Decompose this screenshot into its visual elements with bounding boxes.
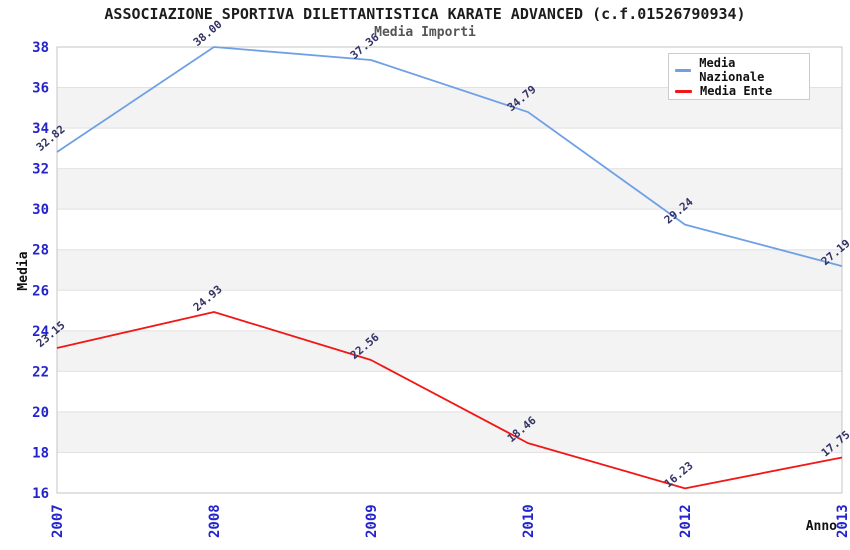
plot-band	[57, 330, 842, 372]
y-tick-label: 30	[32, 202, 49, 218]
y-tick-label: 34	[32, 121, 49, 137]
point-label: 16.23	[662, 459, 696, 490]
y-tick-label: 16	[32, 486, 49, 502]
chart-title: ASSOCIAZIONE SPORTIVA DILETTANTISTICA KA…	[104, 5, 746, 23]
legend-swatch-media-nazionale-icon	[675, 68, 692, 72]
plot-band	[57, 168, 842, 210]
y-tick-label: 36	[32, 81, 49, 97]
y-tick-label: 24	[32, 324, 49, 340]
x-tick-label: 2012	[678, 504, 694, 538]
x-tick-label: 2007	[50, 504, 66, 538]
y-tick-label: 18	[32, 445, 49, 461]
legend-swatch-media-ente-icon	[675, 89, 692, 93]
legend-label-media-nazionale: Media Nazionale	[699, 56, 765, 84]
point-label: 37.36	[348, 30, 382, 61]
x-axis-title: Anno	[806, 519, 837, 534]
legend: Media Nazionale Media Ente	[668, 53, 810, 100]
plot-band	[57, 249, 842, 291]
y-axis-title: Media	[16, 251, 31, 290]
y-tick-label: 20	[32, 405, 49, 421]
line-media-ente	[56, 311, 843, 490]
legend-item-media-nazionale: Media Nazionale	[675, 56, 803, 84]
plot-band	[57, 411, 842, 453]
x-tick-label: 2010	[521, 504, 537, 538]
x-tick-label: 2013	[835, 504, 850, 538]
y-tick-label: 32	[32, 162, 49, 178]
y-tick-label: 38	[32, 40, 49, 56]
legend-label-media-ente: Media Ente	[700, 84, 773, 98]
y-tick-label: 22	[32, 364, 49, 380]
chart-subtitle: Media Importi	[374, 25, 476, 40]
legend-item-media-ente: Media Ente	[675, 84, 803, 98]
plot-border	[56, 46, 843, 494]
y-tick-label: 26	[32, 283, 49, 299]
line-media-nazionale	[56, 46, 843, 268]
x-tick-label: 2009	[364, 504, 380, 538]
y-tick-label: 28	[32, 243, 49, 259]
point-label: 38.00	[191, 18, 225, 49]
x-tick-label: 2008	[207, 504, 223, 538]
